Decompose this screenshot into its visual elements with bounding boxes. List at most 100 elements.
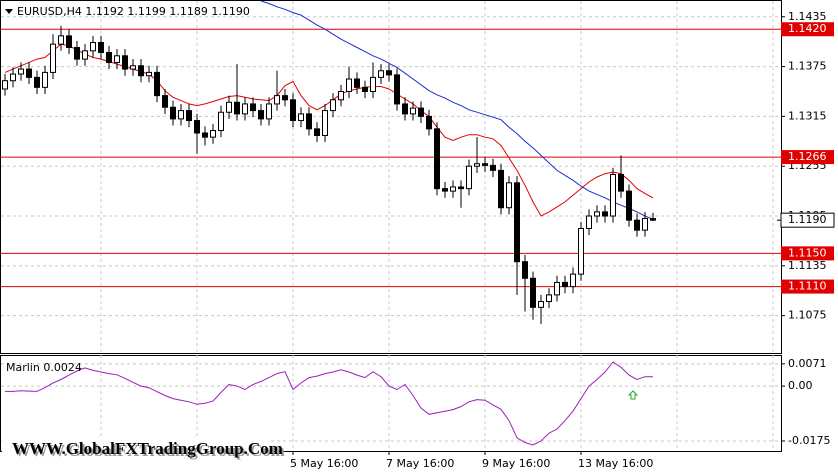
candle-body bbox=[122, 55, 128, 70]
candle-body bbox=[562, 281, 568, 288]
candle-body bbox=[2, 80, 8, 90]
candle-body bbox=[498, 169, 504, 209]
candle-body bbox=[506, 182, 512, 209]
candle-body bbox=[618, 174, 624, 192]
watermark-box bbox=[2, 437, 270, 471]
candle-body bbox=[482, 163, 488, 166]
candle-body bbox=[458, 186, 464, 190]
level-label: 1.1266 bbox=[788, 150, 827, 163]
candle-body bbox=[106, 51, 112, 63]
candle-body bbox=[346, 78, 352, 92]
level-label: 1.1420 bbox=[788, 22, 827, 35]
candle-body bbox=[330, 99, 336, 112]
candle-body bbox=[602, 211, 608, 217]
candle-body bbox=[354, 78, 360, 88]
level-label-box bbox=[781, 246, 834, 261]
candle-body bbox=[410, 107, 416, 115]
y-tick-label: 1.1435 bbox=[788, 10, 827, 23]
signal-arrow bbox=[627, 390, 639, 400]
level-label-box bbox=[781, 150, 834, 165]
series-line bbox=[5, 361, 653, 446]
candle-body bbox=[434, 128, 440, 190]
candle-body bbox=[314, 128, 320, 136]
candle-body bbox=[554, 281, 560, 296]
candle-body bbox=[394, 74, 400, 105]
candle-body bbox=[290, 99, 296, 122]
candle-body bbox=[26, 68, 32, 78]
candle-body bbox=[586, 215, 592, 229]
y-tick-label: 1.1315 bbox=[788, 109, 827, 122]
x-tick-label: 13 May 16:00 bbox=[578, 457, 653, 470]
candle-body bbox=[282, 95, 288, 101]
candle-body bbox=[642, 218, 648, 231]
candle-body bbox=[378, 70, 384, 78]
candle-body bbox=[90, 42, 96, 52]
indicator-pane bbox=[0, 355, 782, 452]
candle-body bbox=[322, 110, 328, 136]
candle-body bbox=[474, 163, 480, 167]
candle-body bbox=[34, 76, 40, 88]
candle-body bbox=[426, 115, 432, 130]
candle-body bbox=[274, 95, 280, 105]
main-pane bbox=[0, 0, 782, 354]
candle-body bbox=[178, 110, 184, 120]
candle-body bbox=[250, 103, 256, 112]
candle-body bbox=[362, 86, 368, 92]
y-tick-label: 1.1375 bbox=[788, 60, 827, 73]
level-label-box bbox=[781, 22, 834, 37]
candle-body bbox=[418, 107, 424, 117]
candle-body bbox=[442, 188, 448, 192]
series-line bbox=[4, 43, 654, 217]
chart-title: EURUSD,H4 1.1192 1.1199 1.1189 1.1190 bbox=[17, 5, 250, 18]
candle-body bbox=[570, 273, 576, 288]
candle-body bbox=[162, 95, 168, 108]
indicator-title: Marlin 0.0024 bbox=[6, 361, 82, 374]
candle-body bbox=[298, 113, 304, 122]
candle-body bbox=[18, 68, 24, 75]
series-line bbox=[260, 0, 654, 220]
candle-body bbox=[266, 103, 272, 120]
candle-body bbox=[610, 174, 616, 217]
candle-body bbox=[130, 65, 136, 70]
candle-body bbox=[42, 71, 48, 88]
candle-body bbox=[82, 50, 88, 60]
candle-body bbox=[74, 46, 80, 60]
candle-body bbox=[58, 35, 64, 45]
candle-body bbox=[146, 71, 152, 77]
candle-body bbox=[98, 42, 104, 53]
candle-body bbox=[242, 103, 248, 115]
candle-body bbox=[306, 113, 312, 130]
level-label: 1.1110 bbox=[788, 280, 827, 293]
x-tick-label: 9 May 16:00 bbox=[482, 457, 550, 470]
candle-body bbox=[626, 190, 632, 221]
y-tick-label: 0.0071 bbox=[788, 357, 827, 370]
candle-body bbox=[114, 55, 120, 63]
candle-body bbox=[218, 111, 224, 132]
candle-body bbox=[234, 101, 240, 115]
candle-body bbox=[258, 110, 264, 120]
candle-body bbox=[450, 186, 456, 192]
candle-body bbox=[514, 182, 520, 263]
candle-body bbox=[522, 261, 528, 279]
candle-body bbox=[594, 211, 600, 217]
candle-body bbox=[154, 71, 160, 97]
candle-body bbox=[546, 294, 552, 303]
candle-body bbox=[226, 101, 232, 113]
current-price-box bbox=[780, 212, 835, 228]
y-tick-label: 1.1135 bbox=[788, 259, 827, 272]
y-tick-label: -0.0175 bbox=[788, 434, 830, 447]
candle-body bbox=[202, 132, 208, 138]
y-tick-label: 0.00 bbox=[788, 379, 813, 392]
candle-body bbox=[650, 218, 656, 221]
candle-body bbox=[338, 90, 344, 101]
candle-body bbox=[490, 164, 496, 171]
candle-body bbox=[10, 73, 16, 82]
candle-body bbox=[466, 165, 472, 190]
candle-body bbox=[538, 301, 544, 308]
current-price-label: 1.1190 bbox=[788, 213, 827, 226]
candle-body bbox=[578, 227, 584, 275]
watermark: WWW.GlobalFXTradingGroup.Com bbox=[12, 439, 283, 458]
